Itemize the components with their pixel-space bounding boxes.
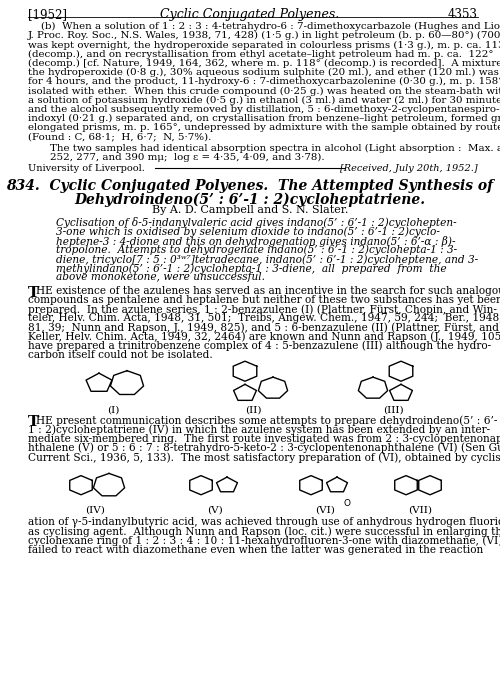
Text: (VII): (VII) <box>408 505 432 514</box>
Text: (decomp.), and on recrystallisation from ethyl acetate–light petroleum had m. p.: (decomp.), and on recrystallisation from… <box>28 50 493 58</box>
Text: above monoketone, were unsuccessful.: above monoketone, were unsuccessful. <box>56 272 265 282</box>
Text: heptene-3 : 4-dione and this on dehydrogenation gives indano(5’ : 6’-α : β)-: heptene-3 : 4-dione and this on dehydrog… <box>56 236 456 246</box>
Text: as cyclising agent.  Although Nunn and Rapson (loc. cit.) were successful in enl: as cyclising agent. Although Nunn and Ra… <box>28 526 500 537</box>
Text: failed to react with diazomethane even when the latter was generated in the reac: failed to react with diazomethane even w… <box>28 545 483 555</box>
Text: O: O <box>344 499 350 508</box>
Text: J. Proc. Roy. Soc., N.S. Wales, 1938, 71, 428) (1·5 g.) in light petroleum (b. p: J. Proc. Roy. Soc., N.S. Wales, 1938, 71… <box>28 31 500 40</box>
Text: have prepared a trinitrobenzene complex of 4 : 5-benzazulene (III) although the : have prepared a trinitrobenzene complex … <box>28 341 491 351</box>
Text: for 4 hours, and the product, 11-hydroxy-6 : 7-dimethoxycarbazolenine (0·30 g.),: for 4 hours, and the product, 11-hydroxy… <box>28 77 500 86</box>
Text: (b)  When a solution of 1 : 2 : 3 : 4-tetrahydro-6 : 7-dimethoxycarbazole (Hughe: (b) When a solution of 1 : 2 : 3 : 4-tet… <box>28 22 500 31</box>
Text: University of Liverpool.: University of Liverpool. <box>28 164 145 173</box>
Text: [1952]: [1952] <box>28 8 67 21</box>
Text: the hydroperoxide (0·8 g.), 30% aqueous sodium sulphite (20 ml.), and ether (120: the hydroperoxide (0·8 g.), 30% aqueous … <box>28 68 500 77</box>
Text: (II): (II) <box>245 405 261 414</box>
Text: (Found : C, 68·1;  H, 6·7;  N, 5·7%).: (Found : C, 68·1; H, 6·7; N, 5·7%). <box>28 132 212 141</box>
Text: (decomp.) [cf. Nature, 1949, 164, 362, where m. p. 118° (decomp.) is recorded]. : (decomp.) [cf. Nature, 1949, 164, 362, w… <box>28 59 500 68</box>
Text: (VI): (VI) <box>315 505 335 514</box>
Text: T: T <box>28 415 39 429</box>
Text: cyclohexane ring of 1 : 2 : 3 : 4 : 10 : 11-hexahydrofluoren-3-one with diazomet: cyclohexane ring of 1 : 2 : 3 : 4 : 10 :… <box>28 536 500 546</box>
Text: (IV): (IV) <box>85 505 105 514</box>
Text: teler, Helv. Chim. Acta, 1948, 31, 501;  Treibs, Angew. Chem., 1947, 59, 244;  B: teler, Helv. Chim. Acta, 1948, 31, 501; … <box>28 313 500 323</box>
Text: 252, 277, and 390 mμ;  log ε = 4·35, 4·09, and 3·78).: 252, 277, and 390 mμ; log ε = 4·35, 4·09… <box>50 153 324 162</box>
Text: By A. D. Campbell and S. N. Slater.: By A. D. Campbell and S. N. Slater. <box>152 205 348 215</box>
Text: Cyclic Conjugated Polyenes.: Cyclic Conjugated Polyenes. <box>160 8 340 21</box>
Text: 81, 39;  Nunn and Rapson, J., 1949, 825), and 5 : 6-benzazulene (II) (Plattner, : 81, 39; Nunn and Rapson, J., 1949, 825),… <box>28 323 499 333</box>
Text: Keller, Helv. Chim. Acta, 1949, 32, 2464) are known and Nunn and Rapson (J., 194: Keller, Helv. Chim. Acta, 1949, 32, 2464… <box>28 331 500 342</box>
Text: T: T <box>28 286 39 299</box>
Text: a solution of potassium hydroxide (0·5 g.) in ethanol (3 ml.) and water (2 ml.) : a solution of potassium hydroxide (0·5 g… <box>28 96 500 105</box>
Text: carbon itself could not be isolated.: carbon itself could not be isolated. <box>28 350 213 360</box>
Text: was kept overnight, the hydroperoxide separated in colourless prisms (1·3 g.), m: was kept overnight, the hydroperoxide se… <box>28 40 500 50</box>
Text: compounds as pentalene and heptalene but neither of these two substances has yet: compounds as pentalene and heptalene but… <box>28 295 500 305</box>
Text: (III): (III) <box>382 405 404 414</box>
Text: prepared.  In the azulene series, 1 : 2-benzazulene (I) (Plattner, Fürst, Chopin: prepared. In the azulene series, 1 : 2-b… <box>28 304 497 314</box>
Text: tropolone.  Attempts to dehydrogenate indano(5’ : 6’-1 : 2)cyclohepta-1 : 3-: tropolone. Attempts to dehydrogenate ind… <box>56 245 457 255</box>
Text: isolated with ether.  When this crude compound (0·25 g.) was heated on the steam: isolated with ether. When this crude com… <box>28 86 500 96</box>
Text: 834.  Cyclic Conjugated Polyenes.  The Attempted Synthesis of: 834. Cyclic Conjugated Polyenes. The Att… <box>6 179 494 194</box>
Text: Dehydroindeno(5’ : 6’-1 : 2)cycloheptatriene.: Dehydroindeno(5’ : 6’-1 : 2)cycloheptatr… <box>74 192 426 206</box>
Text: 1 : 2)cycloheptatriene (IV) in which the azulene system has been extended by an : 1 : 2)cycloheptatriene (IV) in which the… <box>28 424 490 435</box>
Text: (I): (I) <box>107 405 119 414</box>
Text: Cyclisation of δ-5-indanylvaleric acid gives indano(5’ : 6’-1 : 2)cyclohepten-: Cyclisation of δ-5-indanylvaleric acid g… <box>56 217 456 228</box>
Text: diene, tricyclo[7 : 5 : 0³ʷ⁷]tetradecane, indano(5’ : 6’-1 : 2)cycloheptene, and: diene, tricyclo[7 : 5 : 0³ʷ⁷]tetradecane… <box>56 254 478 265</box>
Text: indoxyl (0·21 g.) separated and, on crystallisation from benzene–light petroleum: indoxyl (0·21 g.) separated and, on crys… <box>28 114 500 123</box>
Text: mediate six-membered ring.  The first route investigated was from 2 : 3-cyclopen: mediate six-membered ring. The first rou… <box>28 434 500 443</box>
Text: methylindano(5’ : 6’-1 : 2)cyclohepta-1 : 3-diene,  all  prepared  from  the: methylindano(5’ : 6’-1 : 2)cyclohepta-1 … <box>56 263 446 274</box>
Text: The two samples had identical absorption spectra in alcohol (Light absorption : : The two samples had identical absorption… <box>50 143 500 153</box>
Text: HE existence of the azulenes has served as an incentive in the search for such a: HE existence of the azulenes has served … <box>36 286 500 295</box>
Text: 3-one which is oxidised by selenium dioxide to indano(5’ : 6’-1 : 2)cyclo-: 3-one which is oxidised by selenium diox… <box>56 226 440 237</box>
Text: ation of γ-5-indanylbutyric acid, was achieved through use of anhydrous hydrogen: ation of γ-5-indanylbutyric acid, was ac… <box>28 517 500 527</box>
Text: elongated prisms, m. p. 165°, undepressed by admixture with the sample obtained : elongated prisms, m. p. 165°, undepresse… <box>28 123 500 132</box>
Text: (V): (V) <box>207 505 223 514</box>
Text: 4353: 4353 <box>448 8 478 21</box>
Text: Current Sci., 1936, 5, 133).  The most satisfactory preparation of (VI), obtaine: Current Sci., 1936, 5, 133). The most sa… <box>28 452 500 462</box>
Text: HE present communication describes some attempts to prepare dehydroindeno(5’ : 6: HE present communication describes some … <box>36 415 498 426</box>
Text: hthalene (V) or 5 : 6 : 7 : 8-tetrahydro-5-keto-2 : 3-cyclopentenonaphthalene (V: hthalene (V) or 5 : 6 : 7 : 8-tetrahydro… <box>28 443 500 454</box>
Text: [Received, July 20th, 1952.]: [Received, July 20th, 1952.] <box>340 164 478 173</box>
Text: and the alcohol subsequently removed by distillation, 5 : 6-dimethoxy-2-cyclopen: and the alcohol subsequently removed by … <box>28 105 500 114</box>
